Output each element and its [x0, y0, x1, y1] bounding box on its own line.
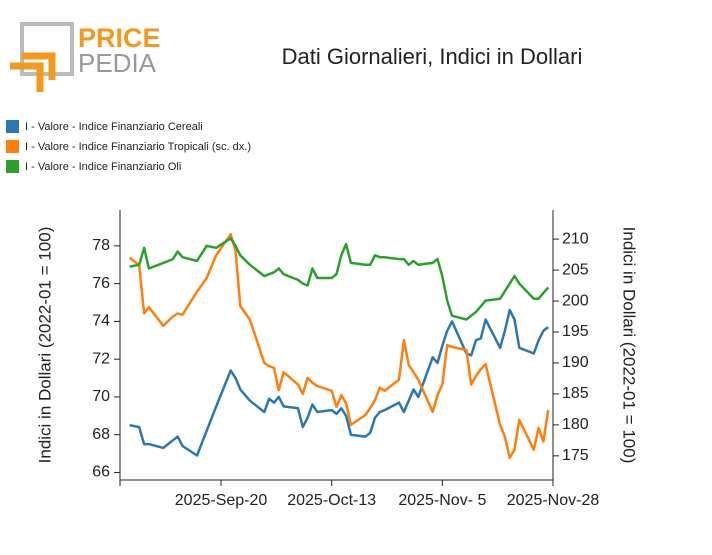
- y2-tick-label: 210: [562, 230, 589, 247]
- series-line: [129, 237, 550, 321]
- series-line: [129, 308, 549, 457]
- y-tick-label: 78: [92, 237, 110, 254]
- x-tick-label: 2025-Oct-13: [287, 492, 376, 509]
- legend-label: I - Valore - Indice Finanziario Oli: [25, 161, 181, 173]
- series-line: [128, 232, 550, 459]
- legend-label: I - Valore - Indice Finanziario Tropical…: [25, 141, 251, 153]
- x-tick-label: 2025-Nov- 5: [398, 492, 486, 509]
- logo: PRICE PEDIA: [10, 22, 161, 92]
- y2-tick-label: 180: [562, 416, 589, 433]
- y-tick-label: 70: [92, 388, 110, 405]
- logo-square: [20, 22, 74, 76]
- y2-tick-label: 175: [562, 447, 589, 464]
- logo-mark: [10, 52, 56, 92]
- legend-label: I - Valore - Indice Finanziario Cereali: [25, 121, 203, 133]
- y2-tick-label: 185: [562, 385, 589, 402]
- y-tick-label: 72: [92, 350, 110, 367]
- y-axis-title: Indici in Dollari (2022-01 = 100): [35, 227, 54, 464]
- y2-tick-label: 205: [562, 261, 589, 278]
- legend-swatch: [6, 140, 19, 153]
- y2-tick-label: 195: [562, 323, 589, 340]
- chart-title: Dati Giornalieri, Indici in Dollari: [282, 44, 583, 69]
- x-tick-label: 2025-Nov-28: [507, 492, 600, 509]
- logo-bottom: PEDIA: [78, 48, 157, 78]
- logo-top: PRICE: [78, 23, 161, 53]
- legend-swatch: [6, 120, 19, 133]
- y-tick-label: 76: [92, 275, 110, 292]
- legend-swatch: [6, 160, 19, 173]
- y-tick-label: 66: [92, 464, 110, 481]
- y2-tick-label: 190: [562, 354, 589, 371]
- x-tick-label: 2025-Sep-20: [175, 492, 268, 509]
- y2-axis-title: Indici in Dollari (2022-01 = 100): [620, 227, 639, 464]
- y-tick-label: 74: [92, 313, 110, 330]
- y-tick-label: 68: [92, 426, 110, 443]
- y2-tick-label: 200: [562, 292, 589, 309]
